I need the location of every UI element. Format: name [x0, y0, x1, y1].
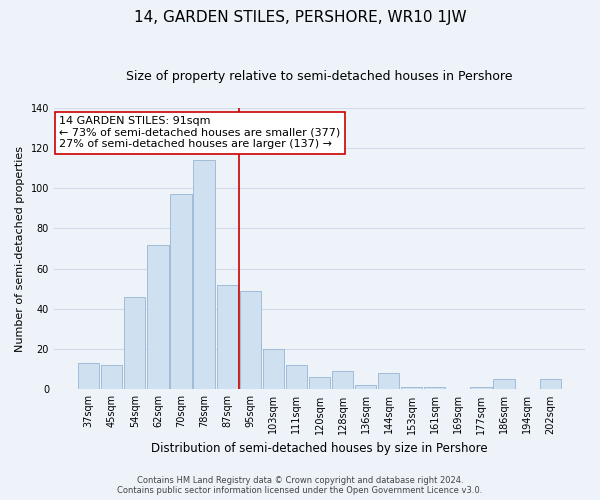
- Y-axis label: Number of semi-detached properties: Number of semi-detached properties: [15, 146, 25, 352]
- Bar: [217, 285, 238, 390]
- Bar: [193, 160, 215, 390]
- Bar: [101, 366, 122, 390]
- Text: Contains HM Land Registry data © Crown copyright and database right 2024.
Contai: Contains HM Land Registry data © Crown c…: [118, 476, 482, 495]
- Bar: [493, 380, 515, 390]
- Text: 14 GARDEN STILES: 91sqm
← 73% of semi-detached houses are smaller (377)
27% of s: 14 GARDEN STILES: 91sqm ← 73% of semi-de…: [59, 116, 340, 150]
- Text: 14, GARDEN STILES, PERSHORE, WR10 1JW: 14, GARDEN STILES, PERSHORE, WR10 1JW: [134, 10, 466, 25]
- Bar: [470, 388, 491, 390]
- Bar: [124, 297, 145, 390]
- Bar: [378, 374, 400, 390]
- Bar: [239, 291, 261, 390]
- X-axis label: Distribution of semi-detached houses by size in Pershore: Distribution of semi-detached houses by …: [151, 442, 488, 455]
- Title: Size of property relative to semi-detached houses in Pershore: Size of property relative to semi-detach…: [126, 70, 513, 83]
- Bar: [332, 372, 353, 390]
- Bar: [78, 364, 99, 390]
- Bar: [309, 378, 330, 390]
- Bar: [355, 386, 376, 390]
- Bar: [424, 388, 445, 390]
- Bar: [170, 194, 191, 390]
- Bar: [401, 388, 422, 390]
- Bar: [147, 244, 169, 390]
- Bar: [286, 366, 307, 390]
- Bar: [263, 349, 284, 390]
- Bar: [539, 380, 561, 390]
